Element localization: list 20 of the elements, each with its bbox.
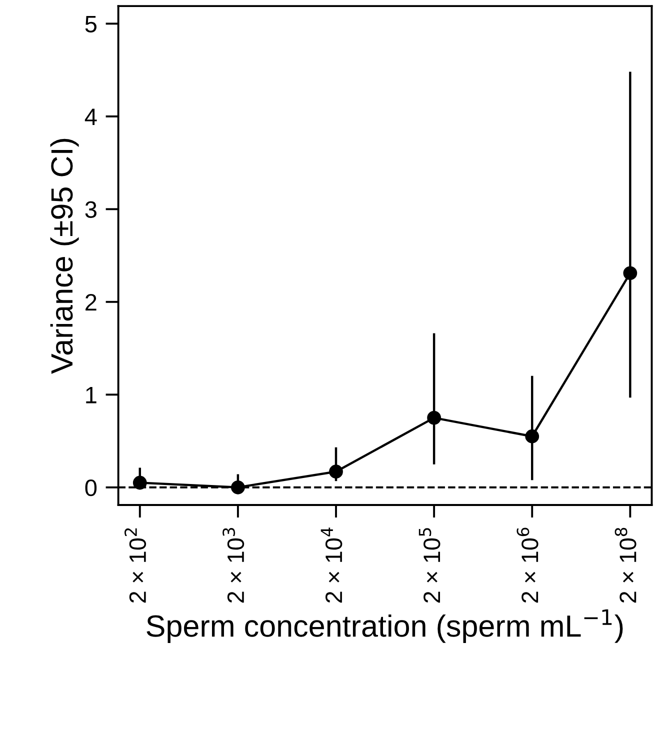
x-tick-label: 2 × 10$^{2}$ bbox=[124, 528, 146, 603]
point bbox=[231, 480, 245, 494]
y-tick-label: 3 bbox=[85, 201, 96, 218]
x-axis-title: Sperm concentration (sperm mL$^{−1}$) bbox=[146, 609, 623, 643]
point bbox=[427, 410, 442, 425]
y-tick-label: 0 bbox=[85, 479, 97, 496]
x-tick-label: 2 × 10$^{8}$ bbox=[614, 528, 636, 603]
point bbox=[132, 476, 147, 490]
x-tick-label: 2 × 10$^{3}$ bbox=[222, 528, 244, 603]
point bbox=[525, 429, 540, 444]
point bbox=[623, 266, 638, 280]
y-axis-title: Variance (±95 CI) bbox=[50, 138, 79, 374]
y-tick-label: 4 bbox=[84, 108, 97, 125]
y-tick-label: 1 bbox=[86, 386, 96, 404]
x-tick-label: 2 × 10$^{4}$ bbox=[320, 528, 342, 603]
x-tick-label: 2 × 10$^{6}$ bbox=[516, 528, 538, 603]
point bbox=[329, 464, 343, 479]
y-tick-label: 5 bbox=[85, 16, 96, 32]
y-tick-label: 2 bbox=[86, 294, 96, 310]
x-tick-label: 2 × 10$^{5}$ bbox=[418, 528, 440, 603]
